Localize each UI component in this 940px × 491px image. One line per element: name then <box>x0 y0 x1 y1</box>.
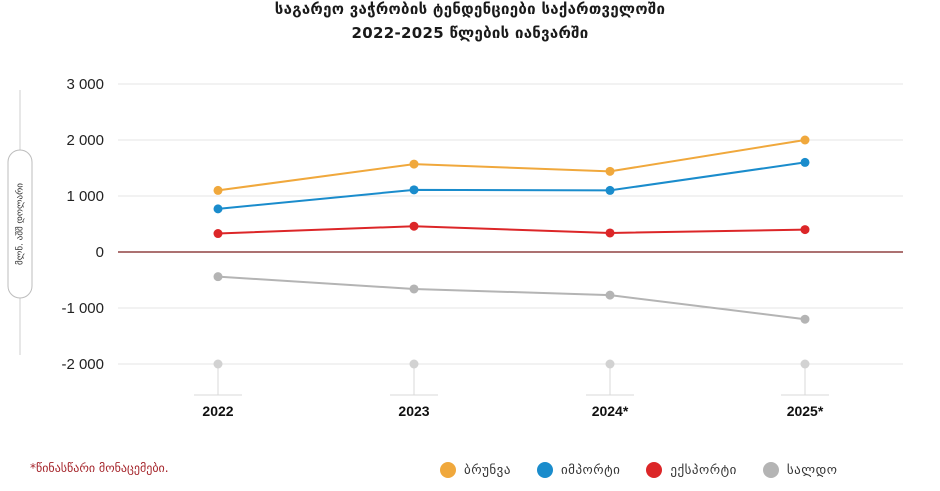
x-tick-label: 2023 <box>398 403 429 419</box>
grid-lines <box>118 83 903 396</box>
x-axis-marker <box>213 359 223 369</box>
data-point <box>605 290 615 300</box>
legend-swatch <box>762 462 779 478</box>
chart-title: საგარეო ვაჭრობის ტენდენციები საქართველოშ… <box>274 0 666 18</box>
x-tick-label: 2024* <box>592 403 629 419</box>
data-point <box>605 185 615 195</box>
data-point <box>213 204 223 214</box>
data-point <box>605 166 615 176</box>
y-axis-unit-label: მლნ. აშშ დოლარი <box>15 183 26 265</box>
x-axis-marker <box>800 359 810 369</box>
series-line-4 <box>217 275 806 321</box>
y-tick-label: 0 <box>96 244 104 261</box>
legend-item: იმპორტი <box>536 462 621 478</box>
x-tick-label: 2025* <box>787 403 824 419</box>
legend-swatch <box>440 462 456 478</box>
legend-label: სალდო <box>786 462 838 478</box>
data-point <box>800 157 810 167</box>
data-point <box>800 225 810 235</box>
x-axis-marker <box>409 359 419 369</box>
legend-item: ბრუნვა <box>440 462 511 478</box>
data-point <box>409 159 419 169</box>
axes: 3 000 2 000 1 000 0 -1 000 -2 000 2022 2023 2024… <box>61 76 823 419</box>
legend-swatch <box>536 462 553 478</box>
legend-label: ბრუნვა <box>464 462 511 478</box>
y-tick-label: -2 000 <box>61 356 104 373</box>
series-line-2 <box>217 161 806 210</box>
legend-label: ექსპორტი <box>670 462 737 478</box>
y-tick-label: -1 000 <box>61 300 104 317</box>
data-point <box>409 185 419 195</box>
legend-item: ექსპორტი <box>646 462 736 478</box>
data-point <box>800 135 810 145</box>
data-point <box>213 185 223 195</box>
y-tick-label: 3 000 <box>66 76 104 93</box>
legend-item: სალდო <box>762 462 838 478</box>
series-line-1 <box>217 139 806 192</box>
data-point <box>409 284 419 294</box>
x-tick-label: 2022 <box>202 403 233 419</box>
data-point <box>213 272 223 282</box>
unit-label-group: მლნ. აშშ დოლარი <box>7 90 33 355</box>
legend-swatch <box>646 462 663 478</box>
y-tick-label: 2 000 <box>66 132 104 149</box>
data-point <box>605 228 615 238</box>
unit-label-pill <box>7 149 33 299</box>
x-axis-marker <box>605 359 615 369</box>
data-point <box>409 221 419 231</box>
series-lines <box>213 135 810 324</box>
data-point <box>213 229 223 239</box>
data-point <box>800 314 810 324</box>
chart-subtitle: 2022-2025 წლების იანვარში <box>351 24 589 42</box>
legend: ბრუნვა იმპორტი ექსპორტი სალდო <box>440 462 837 478</box>
footnote: *წინასწარი მონაცემები. <box>30 461 169 475</box>
legend-label: იმპორტი <box>560 462 621 478</box>
series-line-3 <box>217 225 806 235</box>
y-tick-label: 1 000 <box>66 188 104 205</box>
